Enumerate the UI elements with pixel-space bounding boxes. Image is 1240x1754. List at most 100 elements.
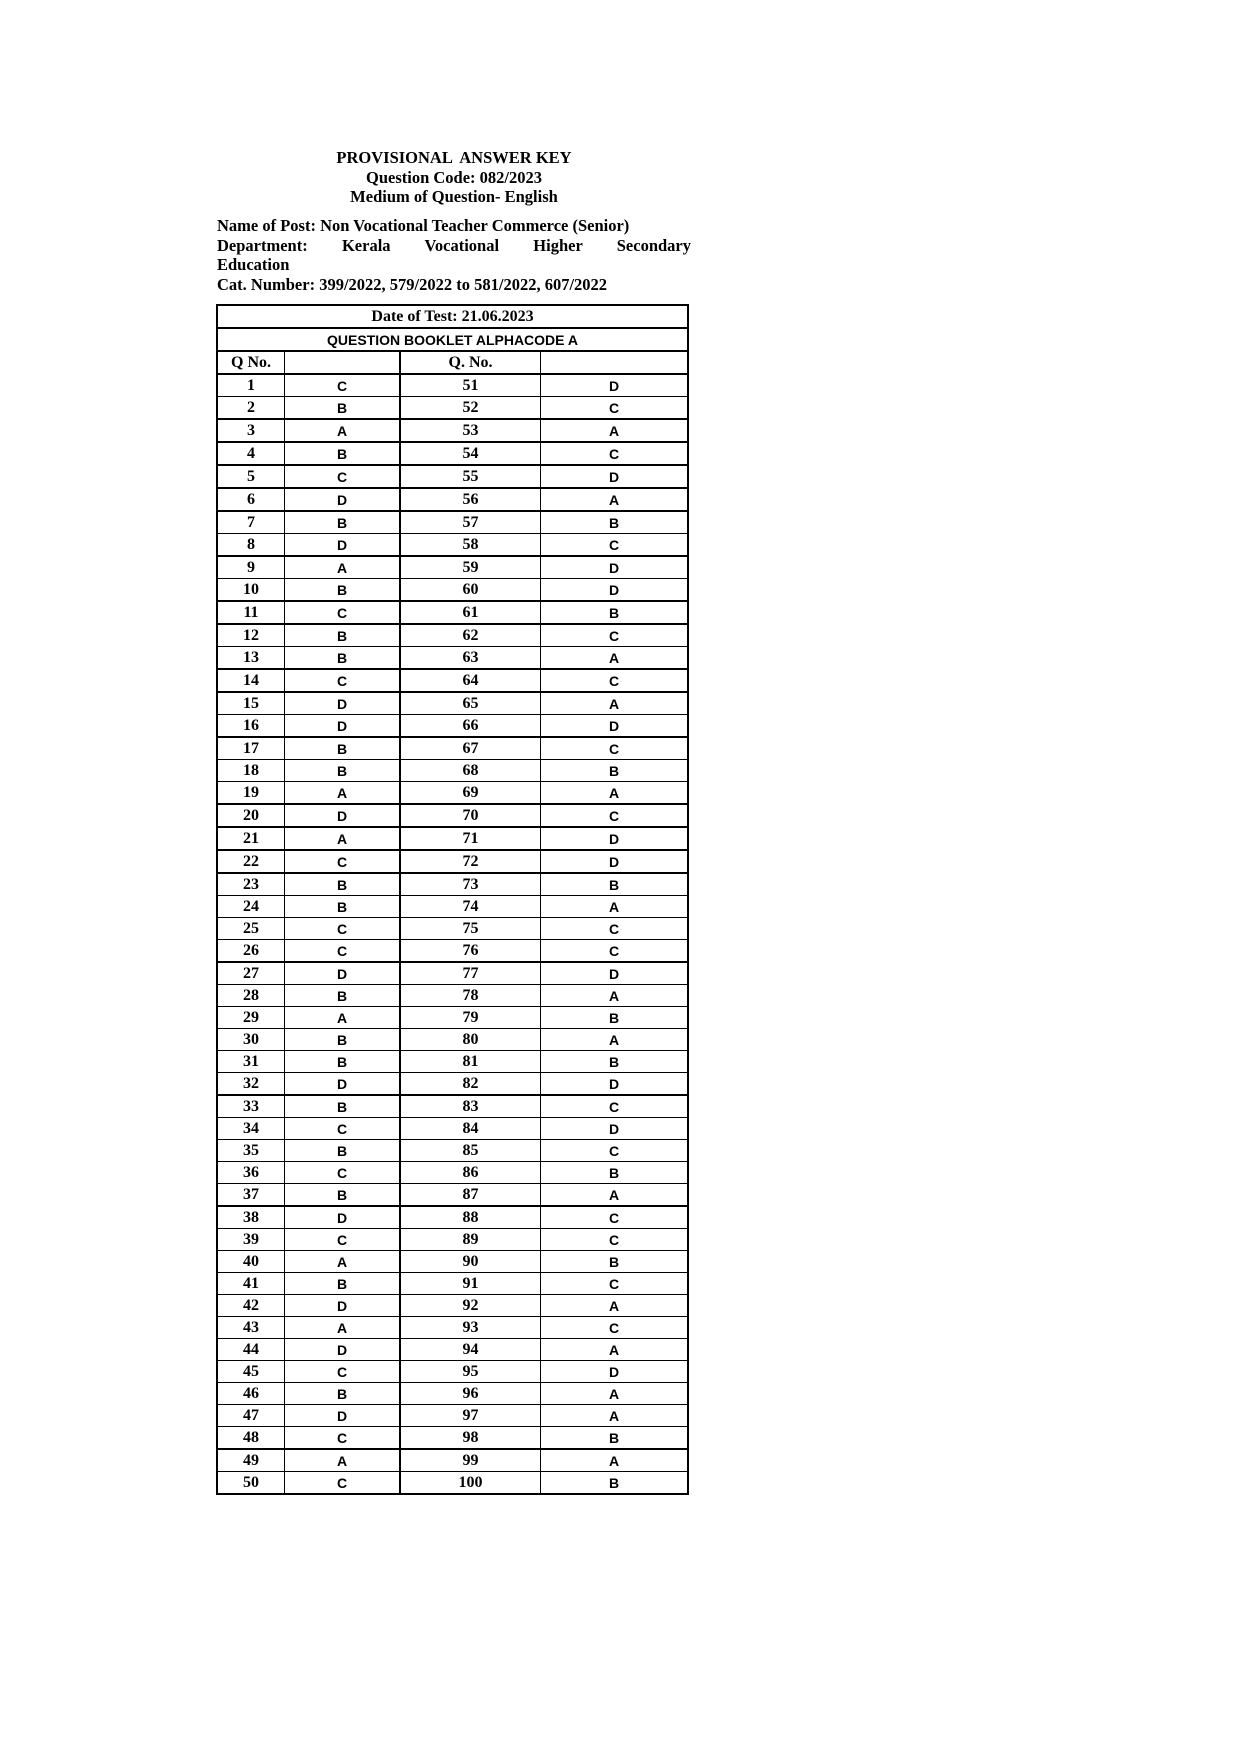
answer: D <box>540 1117 689 1140</box>
answer: C <box>540 736 689 760</box>
question-number: 35 <box>216 1139 285 1162</box>
answer: A <box>540 1404 689 1427</box>
table-row: 46 B 96 A <box>216 1382 689 1405</box>
question-number: 1 <box>216 373 285 397</box>
question-number: 41 <box>216 1272 285 1295</box>
question-number: 91 <box>399 1272 541 1295</box>
department-line-2: Education <box>217 255 290 274</box>
question-number: 40 <box>216 1250 285 1273</box>
answer: D <box>540 961 689 985</box>
question-number: 81 <box>399 1050 541 1073</box>
answer: C <box>284 464 401 489</box>
table-row: 23 B 73 B <box>216 872 689 896</box>
date-of-test: Date of Test: 21.06.2023 <box>216 304 689 329</box>
answer: D <box>540 555 689 579</box>
answer: A <box>540 1183 689 1207</box>
question-number: 89 <box>399 1228 541 1251</box>
table-row: 12 B 62 C <box>216 623 689 647</box>
question-number: 68 <box>399 759 541 782</box>
table-row: 15 D 65 A <box>216 691 689 715</box>
answer: B <box>284 510 401 534</box>
answer: B <box>284 736 401 760</box>
question-number: 13 <box>216 646 285 670</box>
question-number: 98 <box>399 1426 541 1450</box>
table-row: 20 D 70 C <box>216 803 689 828</box>
answer: C <box>284 1161 401 1184</box>
table-row: 28 B 78 A <box>216 984 689 1007</box>
table-row: 43 A 93 C <box>216 1316 689 1339</box>
answer: B <box>284 895 401 918</box>
question-number: 38 <box>216 1205 285 1229</box>
question-number: 58 <box>399 533 541 557</box>
question-number: 3 <box>216 418 285 443</box>
column-header-row: Q No. Q. No. <box>216 350 689 375</box>
question-number: 97 <box>399 1404 541 1427</box>
table-row: 3 A 53 A <box>216 418 689 443</box>
table-row: 29 A 79 B <box>216 1006 689 1029</box>
answer: A <box>284 1006 401 1029</box>
table-row: 13 B 63 A <box>216 646 689 670</box>
answer: A <box>540 418 689 443</box>
question-number: 100 <box>399 1471 541 1495</box>
question-number: 67 <box>399 736 541 760</box>
answer: B <box>284 396 401 420</box>
question-number: 24 <box>216 895 285 918</box>
answer: C <box>284 849 401 874</box>
answer: B <box>284 1094 401 1118</box>
table-row: 33 B 83 C <box>216 1094 689 1118</box>
table-row: 42 D 92 A <box>216 1294 689 1317</box>
question-number: 19 <box>216 781 285 805</box>
question-number: 85 <box>399 1139 541 1162</box>
answer: D <box>284 1294 401 1317</box>
table-row: 14 C 64 C <box>216 668 689 693</box>
table-row: 40 A 90 B <box>216 1250 689 1273</box>
question-number: 83 <box>399 1094 541 1118</box>
question-number: 10 <box>216 578 285 602</box>
answer: C <box>284 1360 401 1383</box>
answer: D <box>540 464 689 489</box>
question-number: 12 <box>216 623 285 647</box>
answer: A <box>284 555 401 579</box>
question-number: 18 <box>216 759 285 782</box>
question-number: 54 <box>399 441 541 466</box>
answer: C <box>540 623 689 647</box>
table-row: 21 A 71 D <box>216 826 689 851</box>
answer: D <box>540 1360 689 1383</box>
answer: D <box>540 849 689 874</box>
answer: C <box>540 939 689 963</box>
answer: B <box>540 510 689 534</box>
question-number: 55 <box>399 464 541 489</box>
answer: A <box>284 826 401 851</box>
answer: B <box>284 578 401 602</box>
table-row: 17 B 67 C <box>216 736 689 760</box>
table-row: 44 D 94 A <box>216 1338 689 1361</box>
question-number: 30 <box>216 1028 285 1051</box>
table-row: 4 B 54 C <box>216 441 689 466</box>
question-number: 26 <box>216 939 285 963</box>
question-number: 59 <box>399 555 541 579</box>
question-number: 23 <box>216 872 285 896</box>
table-row: 48 C 98 B <box>216 1426 689 1450</box>
answer: B <box>540 1050 689 1073</box>
answer: C <box>540 1094 689 1118</box>
answer: A <box>540 781 689 805</box>
answer: D <box>284 803 401 828</box>
question-number: 75 <box>399 917 541 940</box>
question-number: 94 <box>399 1338 541 1361</box>
question-number: 49 <box>216 1448 285 1472</box>
answer: A <box>284 781 401 805</box>
table-row: 38 D 88 C <box>216 1205 689 1229</box>
answer: D <box>284 487 401 512</box>
answer: D <box>284 1338 401 1361</box>
question-number: 65 <box>399 691 541 715</box>
question-number: 33 <box>216 1094 285 1118</box>
question-code: Question Code: 082/2023 <box>365 167 542 187</box>
question-number: 50 <box>216 1471 285 1495</box>
question-number: 46 <box>216 1382 285 1405</box>
answer-header-1 <box>284 350 401 375</box>
answer-key-table: Date of Test: 21.06.2023 QUESTION BOOKLE… <box>216 304 689 1495</box>
question-number: 32 <box>216 1072 285 1096</box>
question-number: 21 <box>216 826 285 851</box>
answer: B <box>540 1161 689 1184</box>
answer: B <box>284 1139 401 1162</box>
